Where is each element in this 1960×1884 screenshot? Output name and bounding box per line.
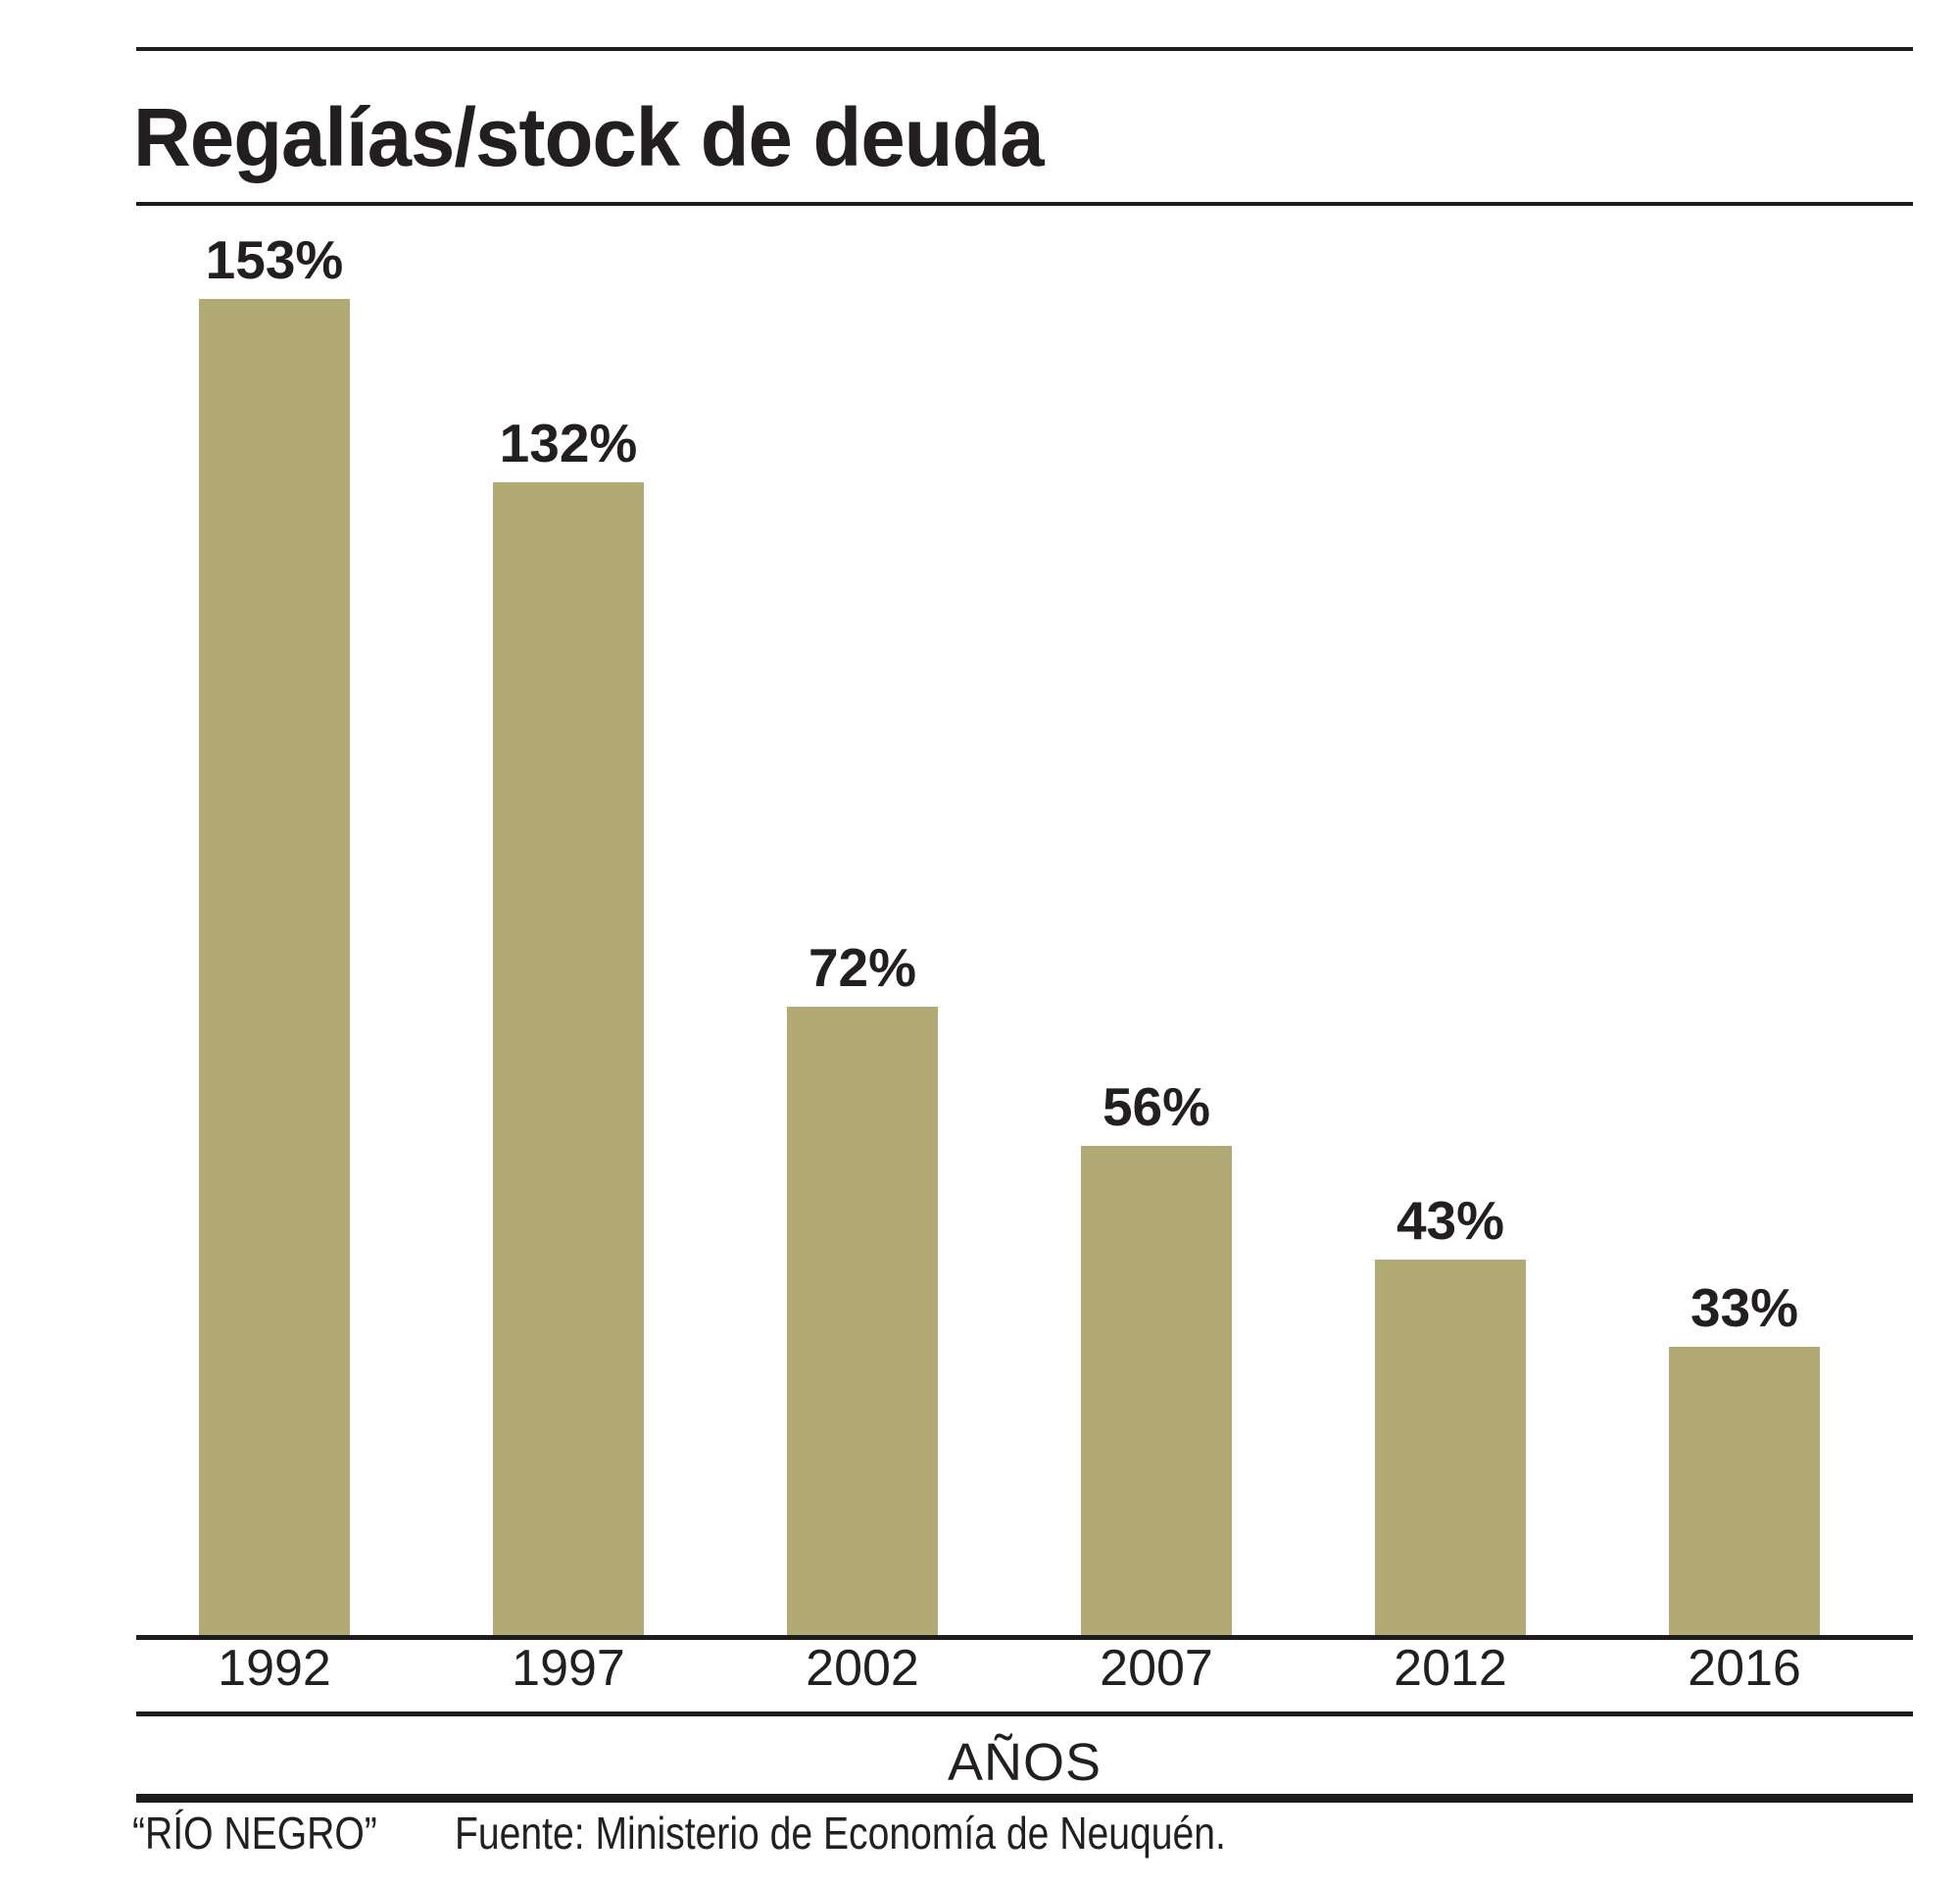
bar-1997 bbox=[493, 482, 644, 1635]
bar-2007 bbox=[1081, 1146, 1232, 1635]
bar-value-label-2002: 72% bbox=[808, 937, 917, 998]
x-tick-1992: 1992 bbox=[218, 1640, 331, 1697]
bar-value-label-2007: 56% bbox=[1102, 1076, 1211, 1137]
top-rule bbox=[136, 47, 1913, 51]
x-tick-2002: 2002 bbox=[806, 1640, 919, 1697]
axis-bottom-rule bbox=[136, 1711, 1913, 1716]
x-axis-line bbox=[136, 1635, 1913, 1640]
source-text: Fuente: Ministerio de Economía de Neuqué… bbox=[455, 1808, 1226, 1859]
bar-2002 bbox=[787, 1007, 938, 1635]
bar-value-label-1997: 132% bbox=[499, 413, 638, 473]
bar-value-label-2016: 33% bbox=[1690, 1277, 1799, 1338]
bar-1992 bbox=[199, 299, 350, 1635]
x-tick-2007: 2007 bbox=[1100, 1640, 1213, 1697]
chart-title: Regalías/stock de deuda bbox=[133, 91, 1045, 183]
bar-2012 bbox=[1375, 1260, 1526, 1635]
title-underline-rule bbox=[136, 202, 1913, 206]
x-tick-2016: 2016 bbox=[1688, 1640, 1801, 1697]
x-tick-2012: 2012 bbox=[1394, 1640, 1507, 1697]
bar-value-label-2012: 43% bbox=[1396, 1190, 1505, 1251]
credit-text: “RÍO NEGRO” bbox=[132, 1808, 377, 1859]
bar-chart-plot: 153% 132% 72% 56% 43% 33% bbox=[199, 229, 1820, 1635]
bar-value-label-1992: 153% bbox=[205, 229, 344, 290]
x-tick-1997: 1997 bbox=[512, 1640, 625, 1697]
x-axis-title: AÑOS bbox=[947, 1733, 1102, 1792]
bar-2016 bbox=[1669, 1347, 1820, 1635]
footer-rule bbox=[136, 1794, 1913, 1803]
